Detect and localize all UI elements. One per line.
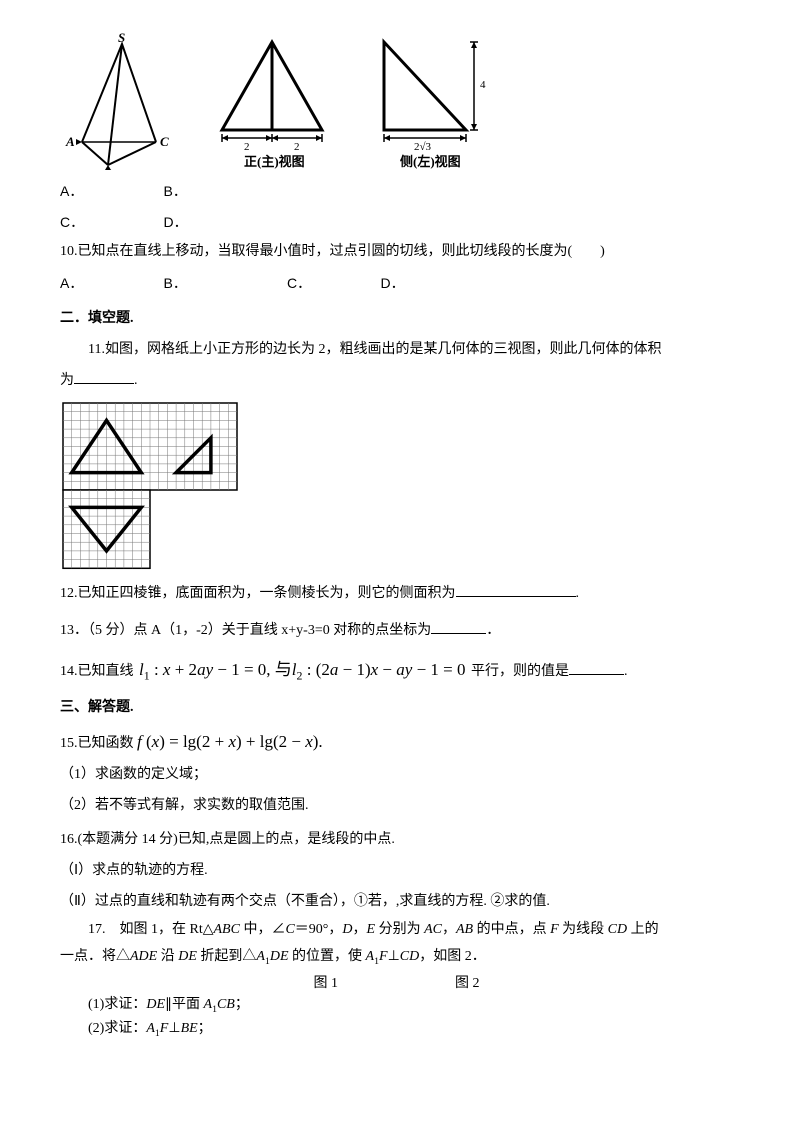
question-17-line2: 一点．将△ADE 沿 DE 折起到△A1DE 的位置，使 A1F⊥CD，如图 2… (60, 946, 750, 969)
q15-part2: （2）若不等式有解，求实数的取值范围. (60, 793, 750, 820)
q17-fig2: 图 2 (455, 976, 480, 991)
q17-t8: 上的 (627, 922, 659, 937)
q17-d: D (342, 922, 352, 937)
question-13: 13．（5 分）点 A（1，-2）关于直线 x+y-3=0 对称的点坐标为． (60, 618, 750, 645)
q17-t11: 折起到△ (197, 949, 257, 964)
q17-t12: 的位置，使 (289, 949, 366, 964)
q17-proof2: (2)求证：A1F⊥BE； (60, 1018, 750, 1041)
q17-comma1: ， (353, 922, 367, 937)
section-3-heading: 三、解答题. (60, 695, 750, 722)
q11-blank (74, 370, 134, 384)
q10-text: 10.已知点在直线上移动，当取得最小值时，过点引圆的切线，则此切线段的长度为( … (60, 244, 605, 259)
q17-p1a: (1)求证： (88, 997, 146, 1012)
front-dim-left: 2 (244, 141, 250, 153)
q17-p2e: ； (198, 1021, 212, 1036)
q17-de: DE (178, 949, 197, 964)
q17-p1b: DE (146, 997, 165, 1012)
q17-a1de: A1DE (256, 949, 288, 964)
question-17-line1: 17. 如图 1，在 Rt△ABC 中，∠C＝90°，D，E 分别为 AC，AB… (60, 919, 750, 941)
q14-lead: 14.已知直线 (60, 664, 134, 679)
tetrahedron-figure: S A C B (60, 30, 180, 170)
question-15: 15.已知函数 f (x) = lg(2 + x) + lg(2 − x). (60, 726, 750, 758)
q17-f: F (550, 922, 559, 937)
q10-a: A． (60, 270, 160, 297)
choices-row-1: A． B． (60, 178, 750, 207)
side-height: 4 (480, 79, 486, 91)
q17-t7: 为线段 (559, 922, 608, 937)
q17-t4: 分别为 (375, 922, 424, 937)
q13-blank (431, 620, 486, 634)
front-view-figure: 2 2 正(主)视图 (208, 30, 338, 170)
q17-e: E (367, 922, 376, 937)
grid-threeview-figure (60, 400, 750, 575)
q15-lead: 15.已知函数 (60, 736, 137, 751)
side-dim: 2√3 (414, 141, 432, 153)
q17-perp: ⊥ (388, 949, 400, 964)
question-11-line1: 11.如图，网格纸上小正方形的边长为 2，粗线画出的是某几何体的三视图，则此几何… (60, 337, 750, 364)
label-a: A (65, 134, 75, 149)
q17-ade: ADE (130, 949, 157, 964)
q17-figrow: 图 1 图 2 (60, 973, 750, 994)
q12-text: 12.已知正四棱锥，底面面积为，一条侧棱长为，则它的侧面积为 (60, 586, 456, 601)
q10-c: C． (287, 270, 377, 297)
q17-t5: ， (442, 922, 456, 937)
choice-c: C． (60, 209, 160, 236)
q17-fig1: 图 1 (314, 976, 339, 991)
question-11-line2: 为. (60, 368, 750, 395)
label-b: B (103, 166, 113, 170)
q17-c: C (285, 922, 294, 937)
q14-blank (569, 661, 624, 675)
q17-t2: 中，∠ (240, 922, 286, 937)
label-s: S (118, 30, 125, 45)
q10-choices: A． B． C． D． (60, 270, 750, 299)
q17-t6: 的中点，点 (473, 922, 550, 937)
question-10: 10.已知点在直线上移动，当取得最小值时，过点引圆的切线，则此切线段的长度为( … (60, 239, 750, 266)
q17-p1d: A1CB (204, 997, 235, 1012)
q10-d: D． (381, 270, 405, 297)
side-caption: 侧(左)视图 (400, 154, 461, 169)
q17-p1c: ∥平面 (165, 997, 204, 1012)
q17-t1: 17. 如图 1，在 Rt△ (88, 922, 214, 937)
q17-proof1: (1)求证：DE∥平面 A1CB； (60, 994, 750, 1017)
q17-cd2: CD (400, 949, 419, 964)
q17-t10: 沿 (157, 949, 178, 964)
q17-ac: AC (424, 922, 442, 937)
q17-abc: ABC (214, 922, 240, 937)
q17-p1e: ； (235, 997, 249, 1012)
q16-part2: （Ⅱ）过点的直线和轨迹有两个交点（不重合），①若，,求直线的方程. ②求的值. (60, 889, 750, 916)
front-caption: 正(主)视图 (244, 154, 305, 169)
q17-p2b: A1F (146, 1021, 168, 1036)
q11-line2-text: 为 (60, 373, 74, 388)
q12-blank (456, 583, 576, 597)
q17-ab: AB (456, 922, 473, 937)
question-16: 16.(本题满分 14 分)已知,点是圆上的点，是线段的中点. (60, 827, 750, 854)
q16-part1: （Ⅰ）求点的轨迹的方程. (60, 858, 750, 885)
front-dim-right: 2 (294, 141, 300, 153)
q15-math: f (x) = lg(2 + x) + lg(2 − x). (137, 732, 323, 751)
q17-a1f: A1F (366, 949, 388, 964)
q17-p2d: BE (181, 1021, 198, 1036)
question-12: 12.已知正四棱锥，底面面积为，一条侧棱长为，则它的侧面积为. (60, 581, 750, 608)
q17-t9: 一点．将△ (60, 949, 130, 964)
q17-t3: ＝90°， (295, 922, 343, 937)
label-c: C (160, 134, 169, 149)
top-figures: S A C B 2 2 正(主)视图 2√3 4 侧(左)视图 (60, 30, 750, 170)
q17-p2a: (2)求证： (88, 1021, 146, 1036)
q14-tail: 平行，则的值是 (471, 664, 569, 679)
choice-b: B． (164, 178, 187, 205)
q13-text: 13．（5 分）点 A（1，-2）关于直线 x+y-3=0 对称的点坐标为 (60, 623, 431, 638)
q15-part1: （1）求函数的定义域； (60, 762, 750, 789)
choice-d: D． (164, 209, 188, 236)
q17-p2c: ⊥ (168, 1021, 180, 1036)
question-14: 14.已知直线 l1 : x + 2ay − 1 = 0, 与l2 : (2a … (60, 654, 750, 687)
q17-t13: ，如图 2． (419, 949, 486, 964)
section-2-heading: 二．填空题. (60, 306, 750, 333)
side-view-figure: 2√3 4 侧(左)视图 (366, 30, 496, 170)
q17-cd: CD (608, 922, 627, 937)
q10-b: B． (164, 270, 284, 297)
q14-math: l1 : x + 2ay − 1 = 0, 与l2 : (2a − 1)x − … (137, 660, 468, 679)
choices-row-2: C． D． (60, 209, 750, 238)
choice-a: A． (60, 178, 160, 205)
